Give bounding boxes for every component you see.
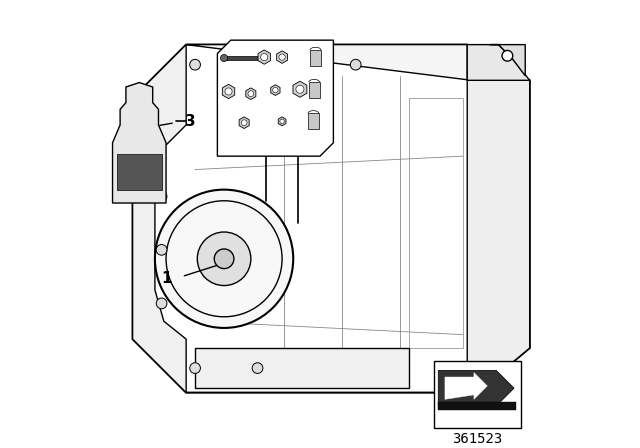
- Polygon shape: [132, 45, 186, 392]
- Circle shape: [273, 87, 278, 93]
- Circle shape: [225, 88, 232, 95]
- Circle shape: [156, 245, 167, 255]
- Text: 2: 2: [234, 115, 245, 130]
- Polygon shape: [258, 50, 271, 64]
- Polygon shape: [276, 51, 287, 63]
- Polygon shape: [467, 45, 530, 392]
- Circle shape: [252, 59, 263, 70]
- Circle shape: [296, 85, 304, 93]
- Circle shape: [252, 363, 263, 374]
- Polygon shape: [195, 348, 409, 388]
- Circle shape: [156, 298, 167, 309]
- Text: 3: 3: [186, 114, 196, 129]
- Bar: [308, 113, 319, 129]
- Polygon shape: [246, 88, 256, 99]
- Bar: [224, 56, 257, 60]
- Circle shape: [221, 55, 228, 61]
- Bar: [117, 154, 162, 190]
- Polygon shape: [278, 117, 286, 126]
- Circle shape: [197, 232, 251, 285]
- Circle shape: [241, 120, 247, 125]
- Polygon shape: [186, 45, 530, 80]
- Polygon shape: [490, 45, 525, 76]
- Circle shape: [189, 363, 200, 374]
- Polygon shape: [438, 370, 514, 406]
- Bar: [438, 401, 516, 410]
- Text: 1: 1: [161, 271, 172, 286]
- Polygon shape: [222, 84, 235, 99]
- Circle shape: [280, 119, 284, 124]
- Polygon shape: [467, 45, 530, 80]
- Polygon shape: [239, 117, 249, 129]
- Circle shape: [214, 249, 234, 269]
- Polygon shape: [271, 85, 280, 95]
- Bar: [310, 50, 321, 66]
- Circle shape: [156, 191, 167, 202]
- Polygon shape: [113, 82, 166, 203]
- Circle shape: [248, 91, 253, 97]
- Polygon shape: [293, 81, 307, 97]
- Polygon shape: [132, 45, 530, 392]
- Polygon shape: [218, 40, 333, 156]
- Circle shape: [189, 59, 200, 70]
- Bar: [309, 82, 319, 98]
- Polygon shape: [445, 373, 487, 399]
- Circle shape: [260, 54, 268, 60]
- Bar: [434, 362, 521, 428]
- Circle shape: [502, 51, 513, 61]
- Circle shape: [155, 190, 293, 328]
- Text: 361523: 361523: [452, 432, 502, 447]
- Circle shape: [279, 54, 285, 60]
- Circle shape: [350, 59, 361, 70]
